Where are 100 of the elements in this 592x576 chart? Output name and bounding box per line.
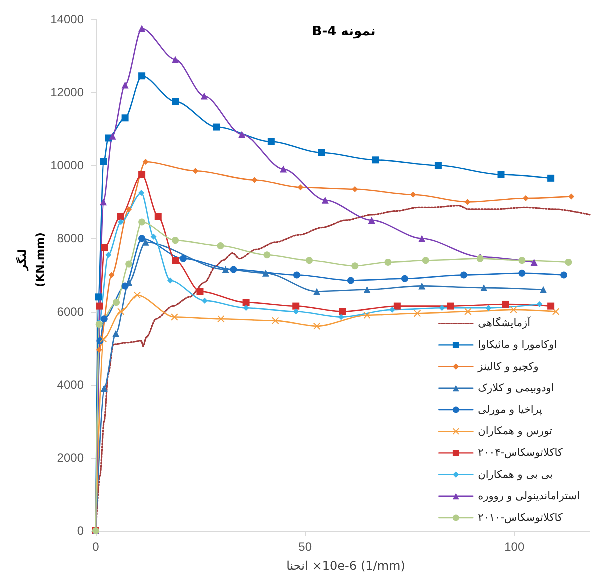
point	[498, 171, 505, 178]
point	[172, 56, 180, 64]
y-tick-label: 2000	[57, 450, 84, 465]
point	[318, 149, 326, 156]
point	[172, 237, 180, 244]
point	[138, 25, 146, 32]
point	[138, 218, 146, 226]
point	[518, 257, 526, 264]
point	[372, 156, 380, 164]
point	[401, 275, 408, 282]
y-tick-label: 0	[77, 524, 84, 538]
point	[464, 199, 471, 206]
point	[106, 252, 112, 258]
legend-label: آزمایشگاهی	[478, 316, 532, 330]
legend-label: پراخیا و مورلی	[478, 404, 543, 416]
point	[486, 305, 492, 312]
chart-title: نمونه B-4	[312, 24, 376, 40]
point	[352, 186, 358, 192]
point	[434, 162, 442, 170]
point	[502, 300, 510, 308]
point	[138, 190, 145, 196]
legend-label: تورس و همکاران	[478, 426, 553, 438]
legend-label: وکچیو و کالینز	[477, 360, 539, 373]
point	[101, 244, 108, 252]
point	[510, 306, 518, 314]
point	[142, 238, 150, 246]
point	[548, 174, 555, 182]
point	[460, 272, 468, 279]
point	[352, 262, 359, 270]
point	[394, 302, 401, 310]
point	[314, 322, 321, 330]
point	[138, 235, 146, 242]
point	[414, 310, 422, 318]
point	[172, 257, 180, 264]
point	[410, 192, 416, 198]
point	[118, 219, 124, 226]
point	[100, 198, 108, 206]
point	[264, 252, 271, 259]
point	[117, 213, 124, 220]
point	[292, 302, 300, 310]
point	[560, 272, 568, 279]
point	[112, 330, 120, 338]
point	[168, 278, 174, 284]
point	[126, 206, 132, 212]
legend-label: اوکامورا و مائیکاوا	[478, 339, 558, 352]
point	[418, 235, 426, 242]
point	[293, 308, 300, 315]
point	[448, 302, 455, 310]
point	[100, 158, 108, 166]
point	[122, 282, 129, 290]
point	[150, 234, 157, 240]
point	[96, 347, 102, 354]
point	[243, 305, 250, 312]
y-tick-label: 6000	[57, 304, 84, 319]
point	[171, 314, 178, 321]
point	[293, 272, 300, 279]
point	[172, 98, 180, 106]
point	[138, 72, 146, 80]
point	[100, 385, 108, 392]
x-tick-label: 0	[92, 540, 100, 554]
point	[568, 194, 575, 200]
point	[238, 131, 246, 138]
point	[322, 196, 329, 204]
point	[552, 308, 560, 316]
point	[213, 124, 220, 131]
point	[298, 184, 304, 191]
legend-label: کاکلاتوسکاس-۲۰۰۴	[478, 447, 563, 460]
point	[96, 302, 104, 310]
point	[565, 258, 572, 266]
point	[108, 272, 115, 278]
point	[230, 266, 238, 274]
point	[192, 168, 199, 174]
point	[134, 292, 141, 299]
point	[347, 277, 354, 284]
point	[96, 338, 104, 345]
point	[272, 317, 280, 324]
point	[217, 242, 224, 250]
point	[122, 82, 129, 89]
point	[540, 286, 548, 294]
point	[196, 288, 204, 296]
point	[95, 294, 102, 301]
point	[154, 213, 162, 220]
point	[439, 305, 446, 312]
point	[548, 302, 555, 310]
point	[280, 166, 288, 173]
point	[464, 308, 472, 316]
legend-label: کاکلاتوسکاس-۲۰۱۰	[478, 512, 563, 524]
x-tick-label: 100	[504, 540, 525, 554]
point	[262, 270, 270, 277]
point	[422, 257, 430, 264]
point	[338, 314, 344, 320]
point	[126, 260, 133, 268]
point	[252, 177, 258, 184]
point	[518, 270, 526, 277]
point	[200, 92, 208, 100]
y-axis-title: لنگر (KN.mm)	[15, 232, 48, 290]
y-tick-label: 10000	[50, 158, 84, 173]
legend-label: استراماندینولی و رووره	[478, 490, 580, 502]
point	[138, 171, 146, 178]
y-tick-label: 8000	[57, 232, 84, 246]
